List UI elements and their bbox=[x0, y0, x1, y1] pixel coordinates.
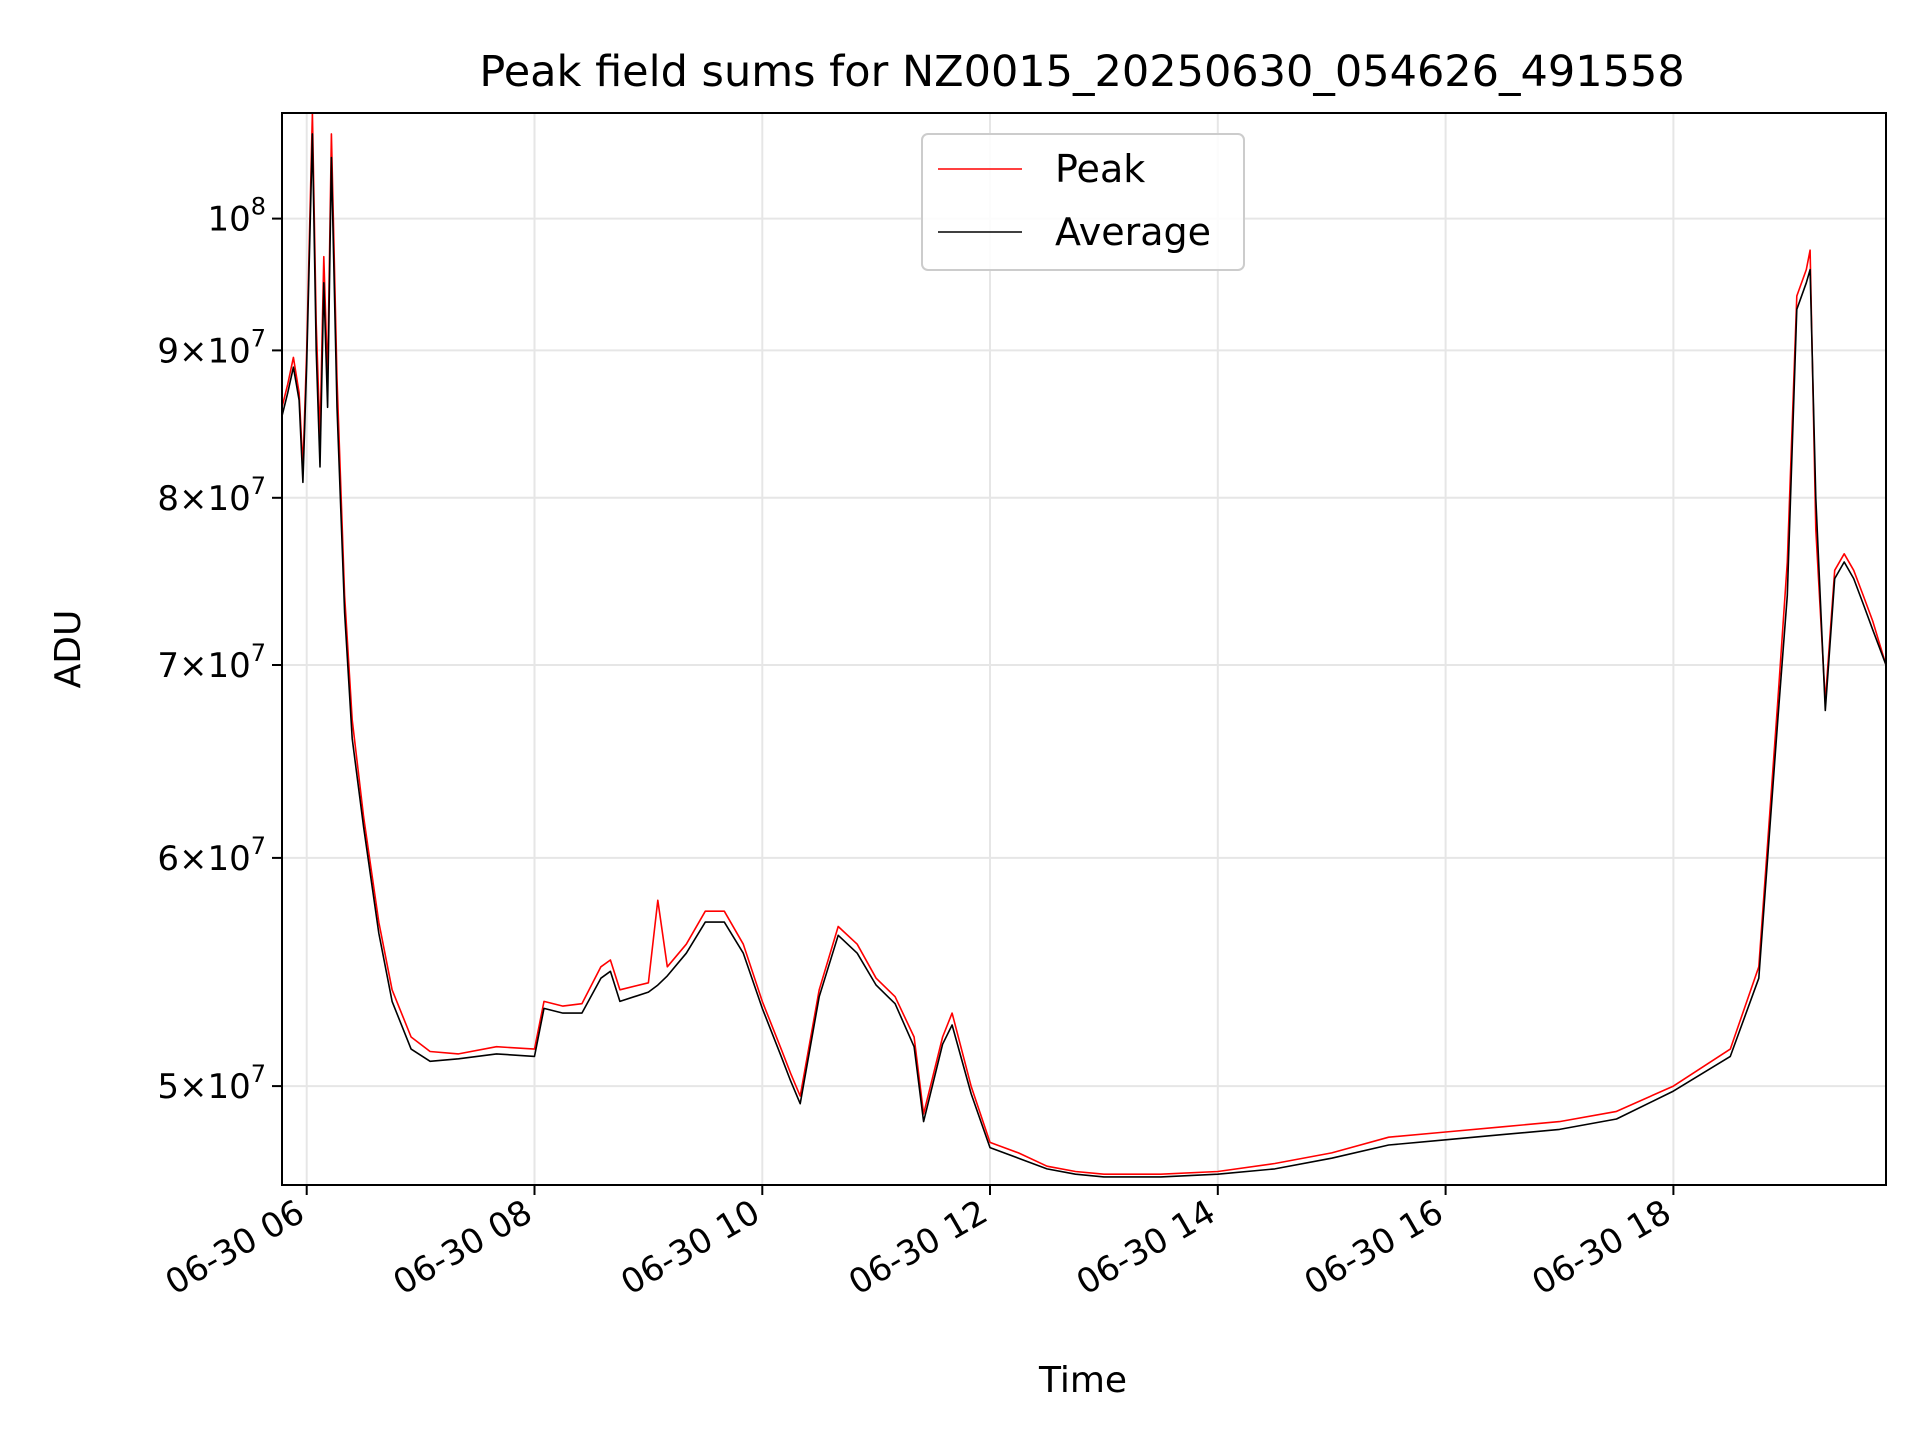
series-line-average bbox=[281, 133, 1887, 1178]
y-tick-label: 7×107 bbox=[157, 639, 266, 686]
x-axis-label: Time bbox=[1038, 1360, 1127, 1401]
legend-box bbox=[921, 133, 1245, 271]
grid-lines bbox=[282, 113, 1886, 1185]
plot-frame bbox=[281, 112, 1887, 1186]
legend-peak-label: Peak bbox=[1055, 147, 1145, 191]
y-tick-label: 8×107 bbox=[157, 472, 266, 519]
x-tick-label: 06-30 18 bbox=[1526, 1192, 1678, 1303]
legend: Peak Average bbox=[921, 133, 1245, 271]
y-axis-label: ADU bbox=[48, 610, 89, 689]
y-tick-label: 5×107 bbox=[157, 1060, 266, 1107]
x-tick-label: 06-30 06 bbox=[159, 1192, 311, 1303]
y-axis: 5×107 6×107 7×107 8×107 9×107 108 bbox=[157, 193, 282, 1107]
chart-title: Peak field sums for NZ0015_20250630_0546… bbox=[479, 47, 1684, 97]
x-tick-label: 06-30 08 bbox=[387, 1192, 539, 1303]
x-tick-label: 06-30 12 bbox=[842, 1192, 994, 1303]
y-tick-label: 9×107 bbox=[157, 324, 266, 371]
x-tick-label: 06-30 16 bbox=[1298, 1192, 1450, 1303]
data-lines bbox=[281, 112, 1887, 1178]
x-tick-label: 06-30 10 bbox=[614, 1192, 766, 1303]
x-axis: 06-30 06 06-30 08 06-30 10 06-30 12 06-30 14… bbox=[159, 1185, 1678, 1303]
x-tick-label: 06-30 14 bbox=[1070, 1192, 1222, 1303]
y-tick-label: 108 bbox=[207, 193, 266, 240]
series-line-peak bbox=[281, 112, 1887, 1175]
legend-average-label: Average bbox=[1055, 210, 1211, 254]
y-tick-label: 6×107 bbox=[157, 832, 266, 879]
